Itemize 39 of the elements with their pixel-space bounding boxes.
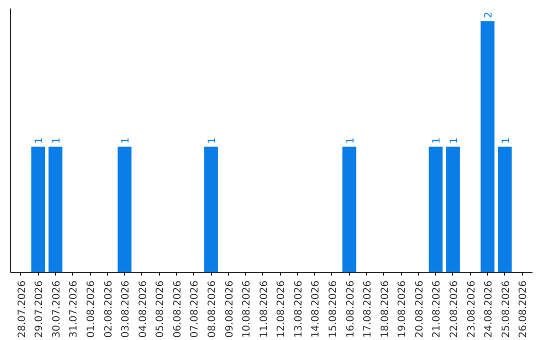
data-label: 1 bbox=[432, 137, 443, 144]
x-tick-label: 03.08.2026 bbox=[120, 280, 132, 338]
data-label: 1 bbox=[51, 137, 62, 144]
x-tick-label: 30.07.2026 bbox=[51, 280, 62, 338]
data-label: 1 bbox=[207, 137, 218, 144]
x-tick-label: 23.08.2026 bbox=[466, 280, 478, 338]
x-tick-label: 15.08.2026 bbox=[328, 280, 339, 338]
data-label: 1 bbox=[448, 137, 460, 144]
x-tick-label: 31.07.2026 bbox=[68, 280, 80, 338]
x-tick-label: 04.08.2026 bbox=[138, 280, 149, 338]
x-tick-label: 01.08.2026 bbox=[86, 280, 98, 338]
data-label: 1 bbox=[120, 137, 132, 144]
x-tick-label: 21.08.2026 bbox=[432, 280, 443, 338]
x-tick-label: 18.08.2026 bbox=[380, 280, 391, 338]
x-tick-label: 06.08.2026 bbox=[172, 280, 184, 338]
x-tick-label: 13.08.2026 bbox=[293, 280, 304, 338]
x-tick-label: 08.08.2026 bbox=[207, 280, 218, 338]
x-tick-label: 12.08.2026 bbox=[276, 280, 288, 338]
x-tick-label: 10.08.2026 bbox=[242, 280, 253, 338]
data-label: 1 bbox=[345, 137, 356, 144]
x-tick-label: 29.07.2026 bbox=[34, 280, 46, 338]
x-tick-label: 28.07.2026 bbox=[16, 280, 28, 338]
data-label: 1 bbox=[500, 137, 512, 144]
x-tick-label: 17.08.2026 bbox=[362, 280, 374, 338]
x-tick-label: 24.08.2026 bbox=[484, 280, 495, 338]
x-tick-label: 05.08.2026 bbox=[155, 280, 166, 338]
x-tick-label: 19.08.2026 bbox=[397, 280, 408, 338]
x-tick-label: 02.08.2026 bbox=[103, 280, 114, 338]
x-tick-label: 09.08.2026 bbox=[224, 280, 236, 338]
x-tick-label: 07.08.2026 bbox=[190, 280, 201, 338]
x-tick-label: 14.08.2026 bbox=[310, 280, 322, 338]
data-label: 1 bbox=[34, 137, 46, 144]
data-label: 2 bbox=[484, 12, 495, 18]
x-tick-label: 22.08.2026 bbox=[448, 280, 460, 338]
x-tick-label: 16.08.2026 bbox=[345, 280, 356, 338]
x-tick-label: 26.08.2026 bbox=[518, 280, 530, 338]
x-tick-label: 11.08.2026 bbox=[258, 280, 270, 338]
x-tick-label: 20.08.2026 bbox=[414, 280, 426, 338]
x-tick-label: 25.08.2026 bbox=[500, 280, 512, 338]
